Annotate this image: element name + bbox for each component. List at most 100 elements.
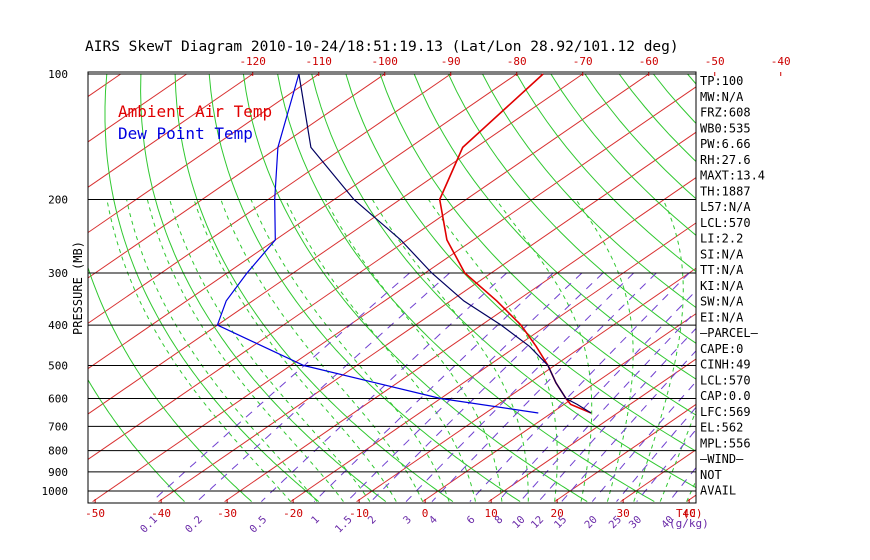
top-temp-tick-label: -50 [705, 55, 725, 68]
moist-adiabat-line [169, 199, 371, 502]
dry-adiabat-line [447, 73, 696, 344]
plot-background [0, 73, 870, 503]
mixing-ratio-tick-label: 12 [529, 514, 546, 531]
mixing-ratio-line [668, 466, 696, 502]
isotherm-line [0, 74, 55, 502]
dry-adiabat-line [756, 74, 870, 502]
series-parcel [298, 73, 592, 414]
legend-ambient-air-temp: Ambient Air Temp [118, 102, 272, 121]
stability-index-item: L57:N/A [700, 200, 751, 214]
moist-adiabat-line [220, 199, 424, 502]
isotherms [0, 73, 870, 503]
isotherm-line [224, 176, 696, 503]
top-temp-tick-label: -120 [239, 55, 266, 68]
dry-adiabat-line [516, 73, 696, 273]
mixing-ratio-tick-label: 8 [493, 514, 506, 527]
stability-index-item: CAP:0.0 [700, 389, 751, 403]
moist-adiabat-line [428, 199, 558, 502]
legend: Ambient Air Temp Dew Point Temp [118, 102, 272, 143]
isotherm-line [158, 131, 696, 503]
bottom-temp-tick-label: 40 [682, 507, 695, 520]
stability-index-item: AVAIL [700, 484, 736, 498]
moist-adiabat-line [371, 199, 529, 502]
moist-adiabat-line [324, 199, 503, 502]
isotherm-line [88, 73, 517, 370]
stability-index-item: FRZ:608 [700, 106, 751, 120]
top-temp-tick-label: -110 [305, 55, 332, 68]
stability-index-item: EL:562 [700, 421, 743, 435]
stability-index-item: LCL:570 [700, 216, 751, 230]
dry-adiabat-line [379, 73, 696, 416]
mixing-ratio-line [346, 272, 583, 502]
isotherm-line [554, 403, 696, 503]
dry-adiabat-line [345, 73, 696, 452]
isotherm-line [88, 73, 583, 415]
mixing-ratio-tick-label: 2 [366, 514, 379, 527]
isotherm-line [88, 73, 253, 188]
mixing-ratio-tick-label: 3 [401, 514, 414, 527]
stability-index-item: RH:27.6 [700, 153, 751, 167]
bottom-temp-tick-label: 10 [484, 507, 497, 520]
mixing-ratio-line [591, 380, 696, 502]
bottom-temp-tick-label: 0 [422, 507, 429, 520]
stability-index-item: CAPE:0 [700, 342, 743, 356]
stability-index-item: MPL:556 [700, 436, 751, 450]
bottom-temp-tick-label: 30 [616, 507, 629, 520]
pressure-tick-label: 200 [48, 194, 68, 207]
pressure-tick-label: 800 [48, 445, 68, 458]
dry-adiabat-line [653, 73, 696, 125]
plot-frame [87, 71, 697, 504]
mixing-ratio-line [538, 327, 696, 502]
pressure-tick-label: 1000 [42, 485, 69, 498]
stability-index-item: —PARCEL— [700, 326, 759, 340]
profile-series [216, 73, 592, 414]
mixing-ratio-tick-label: 6 [465, 514, 478, 527]
stability-index-item: SI:N/A [700, 247, 744, 261]
mixing-ratio-line [497, 289, 696, 502]
mixing-ratio-line [469, 272, 690, 502]
stability-index-item: TT:N/A [700, 263, 744, 277]
mixing-ratio-line [261, 272, 508, 502]
stability-index-item: —WIND— [700, 452, 744, 466]
top-temperature-axis: -120 -110 -100 -90 -80 -70 -60 -50 -40 [239, 55, 791, 76]
stability-index-item: CINH:49 [700, 358, 751, 372]
stability-index-item: TH:1887 [700, 184, 751, 198]
top-temp-tick-label: -80 [507, 55, 527, 68]
mixing-ratio-line [151, 272, 410, 502]
pressure-tick-label: 300 [48, 267, 68, 280]
bottom-temp-tick-label: -40 [151, 507, 171, 520]
series-dew-point-temp [216, 73, 539, 414]
isotherm-line [356, 267, 696, 503]
moist-adiabat-line [575, 199, 634, 502]
mixing-ratio-line [561, 350, 696, 502]
isotherm-line [488, 358, 696, 503]
mixing-ratio-line [405, 272, 635, 502]
isotherm-line [753, 74, 870, 502]
pressure-tick-label: 400 [48, 319, 68, 332]
bottom-temp-tick-label: -50 [85, 507, 105, 520]
x-axis-label: T(C) [676, 507, 703, 520]
chart-title: AIRS SkewT Diagram 2010-10-24/18:51:19.1… [85, 39, 679, 55]
stability-index-item: MAXT:13.4 [700, 169, 765, 183]
dry-adiabat-line [413, 73, 696, 380]
mixing-ratio-tick-label: 4 [427, 514, 440, 527]
moist-adiabat-line [126, 199, 318, 502]
mixing-ratio-line [196, 272, 450, 502]
stability-index-item: LI:2.2 [700, 232, 743, 246]
mixing-ratio-tick-label: 0.5 [247, 514, 269, 536]
bottom-temp-tick-label: -30 [217, 507, 237, 520]
pressure-tick-label: 500 [48, 360, 68, 373]
pressure-tick-label: 600 [48, 393, 68, 406]
bottom-temp-tick-label: -20 [283, 507, 303, 520]
mixing-ratio-unit: (g/kg) [669, 517, 709, 530]
mixing-ratio-tick-label: 20 [582, 514, 599, 531]
moist-adiabat-line [495, 199, 593, 502]
mixing-ratio-line [313, 272, 554, 502]
dry-adiabat-line [858, 74, 870, 502]
bottom-temp-tick-label: 20 [550, 507, 563, 520]
moist-adiabat-line [193, 199, 397, 502]
moist-adiabat-line [633, 199, 684, 502]
moist-adiabat-line [146, 199, 344, 502]
